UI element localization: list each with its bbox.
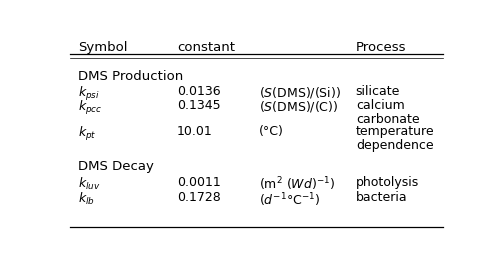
Text: Process: Process [356, 42, 406, 54]
Text: (°C): (°C) [259, 125, 284, 138]
Text: $k_{psi}$: $k_{psi}$ [78, 85, 100, 103]
Text: silicate: silicate [356, 85, 400, 98]
Text: $k_{pcc}$: $k_{pcc}$ [78, 99, 102, 117]
Text: 10.01: 10.01 [177, 125, 213, 138]
Text: temperature: temperature [356, 125, 434, 138]
Text: bacteria: bacteria [356, 191, 407, 204]
Text: (m$^{2}$ ($Wd$)$^{-1}$): (m$^{2}$ ($Wd$)$^{-1}$) [259, 176, 335, 193]
Text: 0.1345: 0.1345 [177, 99, 221, 112]
Text: photolysis: photolysis [356, 176, 419, 189]
Text: 0.1728: 0.1728 [177, 191, 221, 204]
Text: ($S$(DMS)/(Si)): ($S$(DMS)/(Si)) [259, 85, 341, 100]
Text: $k_{luv}$: $k_{luv}$ [78, 176, 101, 192]
Text: calcium: calcium [356, 99, 404, 112]
Text: 0.0011: 0.0011 [177, 176, 221, 189]
Text: 0.0136: 0.0136 [177, 85, 221, 98]
Text: $k_{lb}$: $k_{lb}$ [78, 191, 95, 207]
Text: ($d^{-1}$°C$^{-1}$): ($d^{-1}$°C$^{-1}$) [259, 191, 320, 209]
Text: ($S$(DMS)/(C)): ($S$(DMS)/(C)) [259, 99, 338, 114]
Text: Symbol: Symbol [78, 42, 128, 54]
Text: constant: constant [177, 42, 235, 54]
Text: DMS Production: DMS Production [78, 70, 183, 83]
Text: $k_{pt}$: $k_{pt}$ [78, 125, 97, 143]
Text: carbonate: carbonate [356, 113, 419, 126]
Text: dependence: dependence [356, 139, 433, 152]
Text: DMS Decay: DMS Decay [78, 160, 154, 173]
